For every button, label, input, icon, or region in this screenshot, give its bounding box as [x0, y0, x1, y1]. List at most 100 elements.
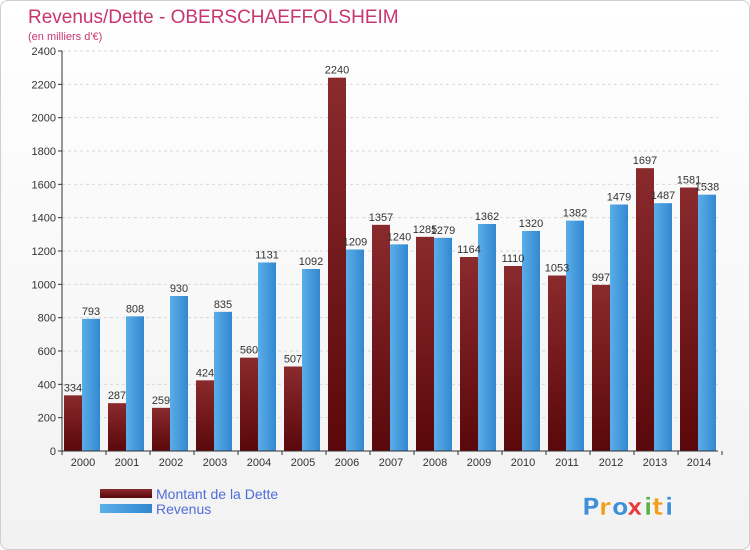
x-tick-label: 2000 — [71, 457, 95, 469]
logo-letter: t — [652, 493, 663, 521]
data-label-debt: 507 — [284, 354, 302, 366]
logo-letter: P — [582, 493, 600, 521]
data-label-revenue: 1362 — [475, 211, 499, 223]
y-tick-label: 200 — [38, 413, 56, 425]
y-tick-label: 1600 — [32, 179, 56, 191]
x-tick-label: 2014 — [687, 457, 711, 469]
bar-debt — [284, 366, 302, 451]
data-label-revenue: 1092 — [299, 256, 323, 268]
data-label-debt: 1581 — [677, 175, 701, 187]
bars — [64, 77, 716, 452]
logo-letter: o — [612, 493, 629, 521]
x-tick-label: 2006 — [335, 457, 359, 469]
bar-debt — [372, 224, 390, 451]
bar-revenue — [566, 220, 584, 451]
bar-debt — [108, 403, 126, 451]
x-tick-label: 2008 — [423, 457, 447, 469]
bar-revenue — [214, 311, 232, 451]
data-labels: 334 793 287 808 259 930 424 835 560 1131 507 1092 22… — [64, 65, 719, 407]
data-label-debt: 2240 — [325, 65, 349, 77]
bar-debt — [636, 168, 654, 451]
data-label-revenue: 1320 — [519, 218, 543, 230]
data-label-debt: 334 — [64, 382, 82, 394]
data-label-debt: 1285 — [413, 224, 437, 236]
x-tick-label: 2010 — [511, 457, 535, 469]
data-label-debt: 1053 — [545, 263, 569, 275]
bar-revenue — [654, 203, 672, 451]
bar-debt — [240, 357, 258, 451]
logo-letter: r — [599, 493, 611, 521]
data-label-revenue: 1487 — [651, 190, 675, 202]
x-tick-label: 2012 — [599, 457, 623, 469]
bar-revenue — [390, 244, 408, 451]
bar-debt — [680, 187, 698, 451]
y-tick-label: 800 — [38, 313, 56, 325]
data-label-revenue: 1131 — [255, 250, 279, 262]
bar-revenue — [170, 296, 188, 451]
data-label-revenue: 793 — [82, 306, 100, 318]
bar-debt — [592, 284, 610, 451]
bar-revenue — [82, 318, 100, 451]
data-label-revenue: 1538 — [695, 182, 719, 194]
data-label-debt: 1697 — [633, 155, 657, 167]
x-tick-label: 2002 — [159, 457, 183, 469]
data-label-debt: 1357 — [369, 212, 393, 224]
x-tick-label: 2004 — [247, 457, 271, 469]
data-label-revenue: 1382 — [563, 208, 587, 220]
x-tick-label: 2007 — [379, 457, 403, 469]
chart-title: Revenus/Dette - OBERSCHAEFFOLSHEIM — [28, 7, 399, 28]
data-label-revenue: 808 — [126, 303, 144, 315]
bar-revenue — [610, 204, 628, 451]
bar-debt — [196, 380, 214, 451]
bar-revenue — [258, 262, 276, 451]
logo-letter: x — [627, 493, 643, 521]
x-tick-label: 2003 — [203, 457, 227, 469]
y-tick-label: 1800 — [32, 146, 56, 158]
data-label-revenue: 1209 — [343, 237, 367, 249]
y-tick-label: 1400 — [32, 213, 56, 225]
y-tick-label: 400 — [38, 379, 56, 391]
bar-debt — [548, 275, 566, 451]
bar-revenue — [346, 249, 364, 451]
y-tick-label: 2400 — [32, 46, 56, 58]
y-tick-label: 1200 — [32, 246, 56, 258]
bar-debt — [460, 257, 478, 451]
legend-swatch-revenue — [100, 504, 152, 513]
legend: Montant de la Dette Revenus — [100, 486, 278, 517]
bar-debt — [504, 266, 522, 451]
x-tick-label: 2005 — [291, 457, 315, 469]
bar-revenue — [478, 224, 496, 451]
x-tick-label: 2009 — [467, 457, 491, 469]
bar-revenue — [522, 231, 540, 451]
x-tick-label: 2011 — [555, 457, 579, 469]
bar-debt — [152, 407, 170, 451]
data-label-revenue: 1479 — [607, 192, 631, 204]
bar-revenue — [302, 269, 320, 451]
bar-revenue — [698, 194, 716, 451]
legend-label-revenue: Revenus — [156, 501, 211, 517]
data-label-debt: 424 — [196, 367, 214, 379]
legend-label-debt: Montant de la Dette — [156, 486, 278, 502]
data-label-revenue: 930 — [170, 283, 188, 295]
data-label-revenue: 835 — [214, 299, 232, 311]
y-tick-label: 1000 — [32, 279, 56, 291]
data-label-debt: 997 — [592, 272, 610, 284]
bar-debt — [328, 77, 346, 452]
logo-letter: i — [665, 493, 673, 521]
data-label-revenue: 1240 — [387, 231, 411, 243]
data-label-revenue: 1279 — [431, 225, 455, 237]
bar-debt — [416, 236, 434, 451]
logo-letter: i — [644, 493, 652, 521]
bar-debt — [64, 395, 82, 451]
data-label-debt: 1164 — [457, 244, 481, 256]
y-tick-label: 600 — [38, 346, 56, 358]
bar-revenue — [434, 237, 452, 451]
data-label-debt: 1110 — [502, 253, 525, 265]
y-tick-label: 2200 — [32, 79, 56, 91]
x-tick-label: 2001 — [115, 457, 139, 469]
data-label-debt: 560 — [240, 345, 258, 357]
legend-swatch-debt — [100, 489, 152, 498]
y-tick-label: 2000 — [32, 113, 56, 125]
